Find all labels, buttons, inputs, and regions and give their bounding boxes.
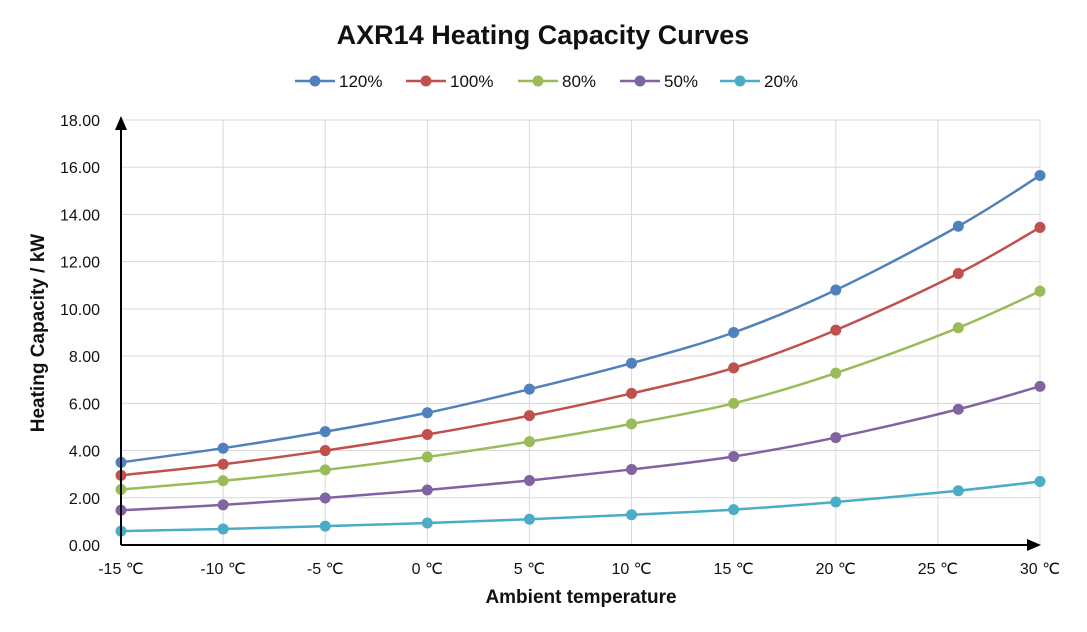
data-point [523, 513, 535, 525]
data-point [626, 357, 638, 369]
x-tick-label: 30 ℃ [1020, 561, 1060, 578]
y-tick-label: 10.00 [60, 302, 100, 319]
data-point [830, 367, 842, 379]
y-tick-label: 4.00 [69, 444, 100, 461]
data-point [217, 523, 229, 535]
data-point [1034, 380, 1046, 392]
x-tick-label: -5 ℃ [307, 561, 344, 578]
legend-swatch-marker [420, 75, 432, 87]
x-tick-label: 20 ℃ [816, 561, 856, 578]
series-line-120% [120, 174, 1041, 464]
data-point [319, 492, 331, 504]
y-tick-label: 8.00 [69, 349, 100, 366]
axes [115, 116, 1041, 551]
series-line-20% [120, 480, 1041, 533]
data-point [952, 267, 964, 279]
data-point [952, 322, 964, 334]
x-tick-label: 10 ℃ [611, 561, 651, 578]
data-point [217, 458, 229, 470]
legend-item-20%: 20% [720, 72, 798, 91]
data-point [319, 445, 331, 457]
series-line-50% [120, 385, 1041, 512]
data-point [421, 407, 433, 419]
x-tick-label: -10 ℃ [200, 561, 246, 578]
y-tick-label: 16.00 [60, 160, 100, 177]
data-point [728, 504, 740, 516]
data-point [217, 442, 229, 454]
legend-swatch-marker [634, 75, 646, 87]
series-line-100% [120, 226, 1041, 477]
x-tick-label: 0 ℃ [412, 561, 443, 578]
data-point [217, 499, 229, 511]
x-tick-label: 25 ℃ [918, 561, 958, 578]
data-point [728, 397, 740, 409]
gridlines [120, 119, 1041, 546]
data-point [421, 451, 433, 463]
data-point [626, 387, 638, 399]
y-tick-label: 2.00 [69, 491, 100, 508]
data-point [421, 484, 433, 496]
y-axis-title: Heating Capacity / kW [28, 234, 49, 433]
chart-title: AXR14 Heating Capacity Curves [337, 20, 750, 50]
legend-swatch-marker [309, 75, 321, 87]
legend-item-100%: 100% [406, 72, 493, 91]
data-point [1034, 475, 1046, 487]
data-point [830, 284, 842, 296]
data-point [952, 485, 964, 497]
data-point [830, 496, 842, 508]
x-tick-label: 15 ℃ [714, 561, 754, 578]
data-point [421, 429, 433, 440]
legend-item-50%: 50% [620, 72, 698, 91]
y-tick-label: 18.00 [60, 113, 100, 130]
data-point [217, 475, 229, 487]
data-point [728, 362, 740, 374]
data-point [830, 432, 842, 444]
data-point [1034, 285, 1046, 297]
data-point [1034, 221, 1046, 233]
legend-label: 120% [339, 72, 382, 91]
data-point [523, 410, 535, 422]
data-point [319, 520, 331, 532]
x-tick-label: -15 ℃ [98, 561, 144, 578]
data-point [319, 464, 331, 476]
data-point [728, 327, 740, 338]
data-point [1034, 169, 1046, 181]
y-tick-label: 6.00 [69, 396, 100, 413]
data-point [952, 403, 964, 415]
legend-swatch-marker [734, 75, 746, 87]
data-series [115, 169, 1046, 537]
x-tick-label: 5 ℃ [514, 561, 545, 578]
data-point [830, 324, 842, 336]
data-point [626, 418, 638, 430]
data-point [728, 450, 740, 462]
legend: 120% 100% 80% 50% 20% [295, 72, 798, 91]
legend-label: 50% [664, 72, 698, 91]
data-point [319, 426, 331, 438]
legend-label: 80% [562, 72, 596, 91]
data-point [952, 220, 964, 232]
data-point [421, 517, 433, 529]
data-point [523, 383, 535, 395]
data-point [626, 509, 638, 521]
legend-label: 20% [764, 72, 798, 91]
legend-label: 100% [450, 72, 493, 91]
legend-item-80%: 80% [518, 72, 596, 91]
x-axis-title: Ambient temperature [485, 587, 676, 608]
y-tick-label: 14.00 [60, 207, 100, 224]
data-point [523, 475, 535, 487]
y-tick-label: 12.00 [60, 255, 100, 272]
tick-labels: 0.00 2.00 4.00 6.00 8.00 10.00 12.00 14.00 16.00… [60, 113, 1060, 578]
y-tick-label: 0.00 [69, 538, 100, 555]
data-point [523, 436, 535, 448]
data-point [626, 463, 638, 475]
series-line-80% [120, 290, 1041, 491]
legend-item-120%: 120% [295, 72, 382, 91]
legend-swatch-marker [532, 75, 544, 87]
